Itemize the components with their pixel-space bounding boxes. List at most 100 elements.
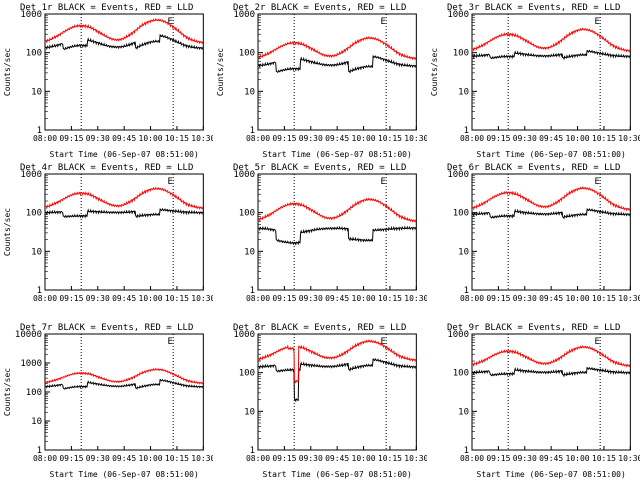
y-axis-label: Counts/sec: [3, 208, 12, 256]
x-tick-label: 10:30: [191, 134, 213, 143]
event-marker-label: E: [381, 17, 386, 27]
series-lld-line: [471, 186, 630, 212]
x-tick-label: 09:15: [59, 454, 83, 463]
x-tick-label: 09:45: [539, 134, 563, 143]
x-tick-label: 10:00: [565, 294, 589, 303]
x-tick-label: 08:00: [460, 294, 484, 303]
x-tick-label: 09:45: [112, 294, 136, 303]
y-tick-label: 1: [463, 446, 468, 456]
chart-title: Det 8r BLACK = Events, RED = LLD: [233, 323, 406, 333]
plot-panel-8: Det 8r BLACK = Events, RED = LLD 1 10 100 10…: [233, 323, 427, 479]
plot-frame: [471, 173, 631, 291]
event-marker-label: E: [167, 337, 172, 347]
x-tick-label: 10:00: [139, 294, 163, 303]
x-tick-label: 10:30: [618, 454, 640, 463]
series-lld-line: [44, 186, 204, 210]
event-marker-label: E: [594, 177, 599, 187]
x-tick-label: 09:15: [273, 454, 297, 463]
y-tick-label: 10: [31, 247, 42, 257]
event-marker-label: E: [381, 337, 386, 347]
series-events-line: [44, 378, 204, 390]
plot-panel-9: Det 9r BLACK = Events, RED = LLD 1 10 100 10…: [447, 323, 640, 479]
x-tick-label: 10:30: [191, 454, 213, 463]
x-tick-label: 10:00: [352, 134, 376, 143]
plot-panel-1: Det 1r BLACK = Events, RED = LLD 1 10 100 10…: [3, 3, 213, 159]
x-tick-label: 10:15: [378, 134, 402, 143]
series-lld-line: [44, 367, 204, 385]
x-axis-label: Start Time (06-Sep-07 08:51:00): [50, 150, 199, 159]
x-tick-label: 09:30: [86, 294, 110, 303]
x-tick-label: 10:30: [191, 294, 213, 303]
chart-title: Det 4r BLACK = Events, RED = LLD: [20, 163, 193, 173]
y-tick-label: 10: [458, 247, 469, 257]
x-axis-label: Start Time (06-Sep-07 08:51:00): [476, 150, 625, 159]
y-tick-label: 1: [463, 126, 468, 136]
y-tick-label: 10: [244, 87, 255, 97]
y-tick-label: 1: [250, 446, 255, 456]
x-axis-label: Start Time (06-Sep-07 08:51:00): [50, 470, 199, 479]
chart-title: Det 6r BLACK = Events, RED = LLD: [447, 163, 620, 173]
y-tick-label: 10000: [15, 330, 42, 340]
series-lld-line: [258, 197, 417, 223]
series-events-line: [471, 366, 631, 378]
y-tick-label: 1: [37, 126, 42, 136]
y-axis-label: Counts/sec: [3, 368, 12, 416]
plot-panel-4: Det 4r BLACK = Events, RED = LLD 1 10 100 10…: [3, 163, 213, 303]
y-tick-label: 1000: [447, 10, 469, 20]
y-tick-label: 1: [250, 286, 255, 296]
x-tick-label: 09:15: [59, 294, 83, 303]
y-axis-label: Counts/sec: [3, 48, 12, 96]
x-tick-label: 09:15: [273, 294, 297, 303]
plot-panel-3: Det 3r BLACK = Events, RED = LLD 1 10 100 10…: [430, 3, 640, 159]
x-tick-label: 10:15: [165, 294, 189, 303]
y-tick-label: 1: [463, 286, 468, 296]
y-tick-label: 1000: [20, 170, 42, 180]
x-tick-label: 09:30: [299, 134, 323, 143]
y-tick-label: 1000: [234, 10, 256, 20]
x-tick-label: 10:15: [165, 454, 189, 463]
x-tick-label: 10:00: [139, 454, 163, 463]
series-lld-line: [258, 35, 417, 61]
x-tick-label: 09:45: [112, 134, 136, 143]
x-tick-label: 09:30: [86, 134, 110, 143]
x-tick-label: 09:45: [539, 454, 563, 463]
chart-title: Det 2r BLACK = Events, RED = LLD: [233, 3, 406, 13]
x-tick-label: 10:00: [352, 454, 376, 463]
x-tick-label: 09:15: [59, 134, 83, 143]
x-tick-label: 09:45: [539, 294, 563, 303]
y-tick-label: 1000: [20, 359, 42, 369]
x-tick-label: 10:15: [592, 134, 616, 143]
chart-title: Det 9r BLACK = Events, RED = LLD: [447, 323, 620, 333]
y-tick-label: 1000: [234, 170, 256, 180]
y-tick-label: 100: [26, 49, 42, 59]
y-tick-label: 10: [458, 87, 469, 97]
plot-frame: [44, 333, 204, 451]
series-events-line: [258, 225, 417, 246]
plot-panel-2: Det 2r BLACK = Events, RED = LLD 1 10 100 10…: [216, 3, 426, 159]
y-axis-label: Counts/sec: [216, 48, 225, 96]
x-tick-label: 10:15: [378, 294, 402, 303]
x-tick-label: 09:30: [299, 454, 323, 463]
x-tick-label: 09:30: [512, 454, 536, 463]
y-tick-label: 1: [37, 286, 42, 296]
x-tick-label: 08:00: [460, 134, 484, 143]
chart-title: Det 5r BLACK = Events, RED = LLD: [233, 163, 406, 173]
x-tick-label: 09:15: [486, 454, 510, 463]
plot-frame: [471, 13, 631, 131]
x-tick-label: 09:15: [486, 134, 510, 143]
y-tick-label: 100: [452, 49, 468, 59]
x-axis-label: Start Time (06-Sep-07 08:51:00): [263, 150, 412, 159]
x-tick-label: 10:15: [378, 454, 402, 463]
y-tick-label: 1000: [20, 10, 42, 20]
x-tick-label: 08:00: [246, 134, 270, 143]
series-lld-line: [471, 344, 630, 368]
y-tick-label: 1000: [447, 330, 469, 340]
event-marker-label: E: [381, 177, 386, 187]
plot-frame: [44, 13, 204, 131]
series-events-line: [258, 357, 417, 403]
x-tick-label: 10:00: [139, 134, 163, 143]
x-tick-label: 09:30: [86, 454, 110, 463]
x-tick-label: 10:30: [405, 454, 427, 463]
x-tick-label: 08:00: [33, 454, 57, 463]
